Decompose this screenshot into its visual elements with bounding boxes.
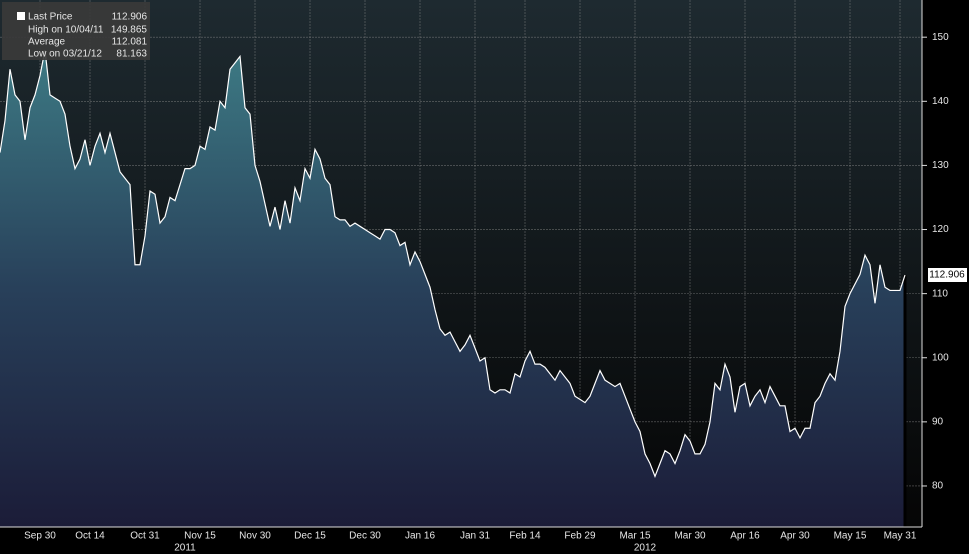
legend-value: 112.081: [112, 37, 148, 48]
year-label: 2012: [634, 543, 657, 554]
x-tick-label: Apr 16: [730, 531, 760, 542]
x-tick-label: Sep 30: [24, 531, 56, 542]
x-tick-label: Oct 31: [130, 531, 160, 542]
legend-swatch: [17, 12, 25, 20]
y-tick-label: 150: [932, 32, 949, 43]
line: [0, 49, 906, 479]
price-tag: [928, 268, 967, 283]
x-tick-label: Nov 15: [184, 531, 216, 542]
x-tick-label: May 31: [884, 531, 917, 542]
legend-box: [2, 2, 150, 60]
y-tick-label: 130: [932, 160, 949, 171]
x-tick-label: Mar 15: [619, 531, 651, 542]
x-tick-label: Jan 31: [460, 531, 490, 542]
area: [0, 50, 905, 528]
x-tick-label: Dec 30: [349, 531, 381, 542]
x-tick-label: Oct 14: [75, 531, 105, 542]
x-tick-label: Mar 30: [674, 531, 706, 542]
x-tick-label: Nov 30: [239, 531, 271, 542]
legend-value: 81.163: [116, 49, 147, 60]
legend-value: 112.906: [112, 12, 148, 23]
y-tick-label: 100: [932, 352, 949, 363]
x-tick-label: Jan 16: [405, 531, 435, 542]
y-tick-label: 110: [932, 288, 948, 299]
legend-label: Low on 03/21/12: [28, 49, 102, 60]
legend-label: Last Price: [28, 12, 73, 23]
legend-value: 149.865: [111, 25, 148, 36]
x-tick-label: Apr 30: [780, 531, 810, 542]
y-tick-label: 80: [932, 481, 944, 492]
year-label: 2011: [174, 543, 196, 554]
legend-label: High on 10/04/11: [28, 25, 104, 36]
y-tick-label: 120: [932, 224, 949, 235]
x-tick-label: Feb 29: [564, 531, 596, 542]
legend-label: Average: [28, 37, 66, 48]
x-tick-label: Feb 14: [509, 531, 541, 542]
x-tick-label: Dec 15: [294, 531, 326, 542]
y-tick-label: 90: [932, 416, 944, 427]
y-tick-label: 140: [932, 96, 949, 107]
x-tick-label: May 15: [834, 531, 867, 542]
price-tag-label: 112.906: [929, 270, 965, 281]
legend: Last Price 112.906 High on 10/04/11 149.…: [2, 2, 150, 60]
